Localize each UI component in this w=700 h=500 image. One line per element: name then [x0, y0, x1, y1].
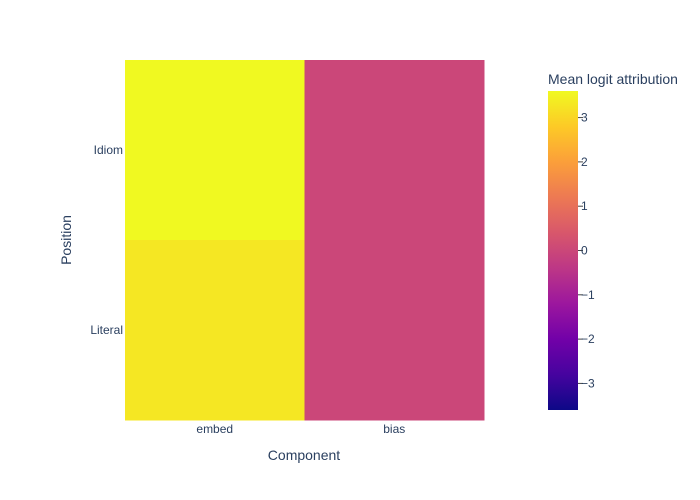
x-axis-ticks: embed bias	[196, 422, 405, 436]
colorbar-tick-label: 1	[581, 199, 588, 213]
y-axis-ticks: Idiom Literal	[90, 143, 123, 337]
heatmap-cell-idiom-embed	[125, 60, 305, 241]
y-tick-label: Literal	[90, 323, 123, 337]
y-axis-title: Position	[58, 215, 74, 265]
y-tick-label: Idiom	[94, 143, 123, 157]
heatmap-cell-idiom-bias	[304, 60, 485, 241]
heatmap-cells	[125, 60, 485, 421]
x-axis-title: Component	[268, 447, 340, 463]
colorbar-tick-label: −1	[581, 288, 595, 302]
colorbar-tick-label: −3	[581, 376, 595, 390]
x-tick-label: bias	[383, 422, 405, 436]
colorbar-tick-label: −2	[581, 332, 595, 346]
colorbar-tick-label: 3	[581, 111, 588, 125]
x-tick-label: embed	[196, 422, 233, 436]
colorbar	[548, 91, 578, 410]
colorbar-tick-label: 0	[581, 244, 588, 258]
colorbar-ticks: 3 2 1 0 −1 −2 −3	[578, 111, 595, 390]
heatmap-cell-literal-bias	[304, 240, 485, 421]
heatmap-cell-literal-embed	[125, 240, 305, 421]
colorbar-tick-label: 2	[581, 155, 588, 169]
colorbar-title: Mean logit attribution	[548, 71, 678, 87]
